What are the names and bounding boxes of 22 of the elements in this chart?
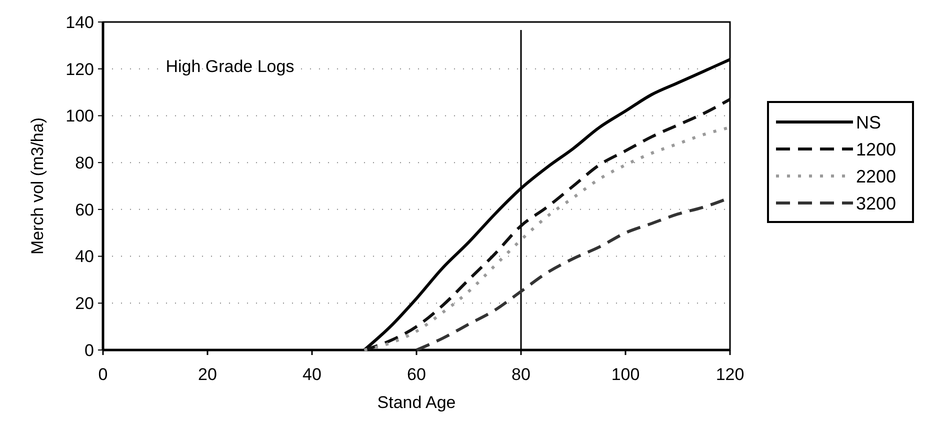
legend-label: 3200 xyxy=(856,193,896,214)
annotation: High Grade Logs xyxy=(166,57,294,76)
x-tick-label: 80 xyxy=(512,365,530,384)
x-tick-label: 40 xyxy=(302,365,322,384)
x-tick-label: 100 xyxy=(611,365,640,384)
y-tick-label: 40 xyxy=(75,247,94,266)
y-tick-label: 100 xyxy=(66,106,94,126)
legend-label: 2200 xyxy=(856,166,896,186)
x-tick-label: 120 xyxy=(716,365,744,384)
x-tick-label: 20 xyxy=(198,365,217,384)
x-axis-title: Stand Age xyxy=(377,393,456,412)
x-tick-label: 0 xyxy=(98,365,108,384)
y-tick-label: 120 xyxy=(66,60,94,79)
y-tick-label: 60 xyxy=(75,200,94,220)
y-tick-label: 0 xyxy=(84,340,94,360)
legend-label: NS xyxy=(856,112,882,132)
y-tick-label: 20 xyxy=(75,294,94,314)
x-tick-label: 60 xyxy=(407,365,426,384)
y-tick-label: 80 xyxy=(75,154,94,173)
y-tick-label: 140 xyxy=(66,12,94,32)
y-axis-title: Merch vol (m3/ha) xyxy=(28,118,47,254)
legend-label: 1200 xyxy=(856,139,896,160)
